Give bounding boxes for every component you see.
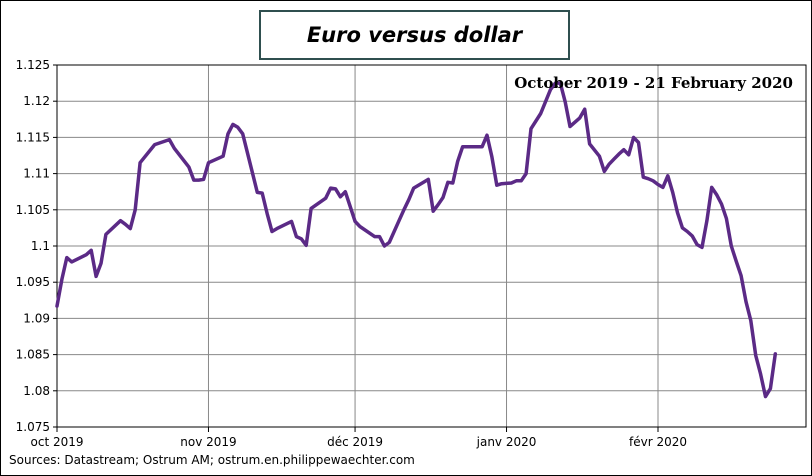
y-tick-label: 1.085 xyxy=(16,348,50,362)
chart-title-box: Euro versus dollar xyxy=(259,10,570,60)
y-tick-label: 1.075 xyxy=(16,420,50,434)
source-note: Sources: Datastream; Ostrum AM; ostrum.e… xyxy=(9,453,415,467)
gridlines xyxy=(57,65,806,427)
y-tick-label: 1.09 xyxy=(23,311,50,325)
y-tick-label: 1.105 xyxy=(16,203,50,217)
y-tick-label: 1.125 xyxy=(16,58,50,72)
date-range-annotation: October 2019 - 21 February 2020 xyxy=(514,74,793,92)
y-tick-label: 1.11 xyxy=(23,167,50,181)
x-tick-label: févr 2020 xyxy=(629,435,687,449)
chart-title: Euro versus dollar xyxy=(306,23,523,47)
eurusd-series-line xyxy=(55,81,778,399)
x-tick-label: nov 2019 xyxy=(180,435,236,449)
y-tick-label: 1.08 xyxy=(23,384,50,398)
x-tick-label: déc 2019 xyxy=(327,435,383,449)
x-tick-label: oct 2019 xyxy=(31,435,84,449)
y-tick-label: 1.095 xyxy=(16,275,50,289)
y-tick-label: 1.115 xyxy=(16,130,50,144)
x-tick-label: janv 2020 xyxy=(476,435,537,449)
y-tick-label: 1.12 xyxy=(23,94,50,108)
y-tick-label: 1.1 xyxy=(31,239,50,253)
x-axis: oct 2019 nov 2019 déc 2019 janv 2020 févr 20… xyxy=(31,427,687,449)
y-axis: 1.075 1.08 1.085 1.09 1.095 1.1 1.105 1.11 1.115… xyxy=(16,58,57,434)
series-layer xyxy=(55,81,778,399)
